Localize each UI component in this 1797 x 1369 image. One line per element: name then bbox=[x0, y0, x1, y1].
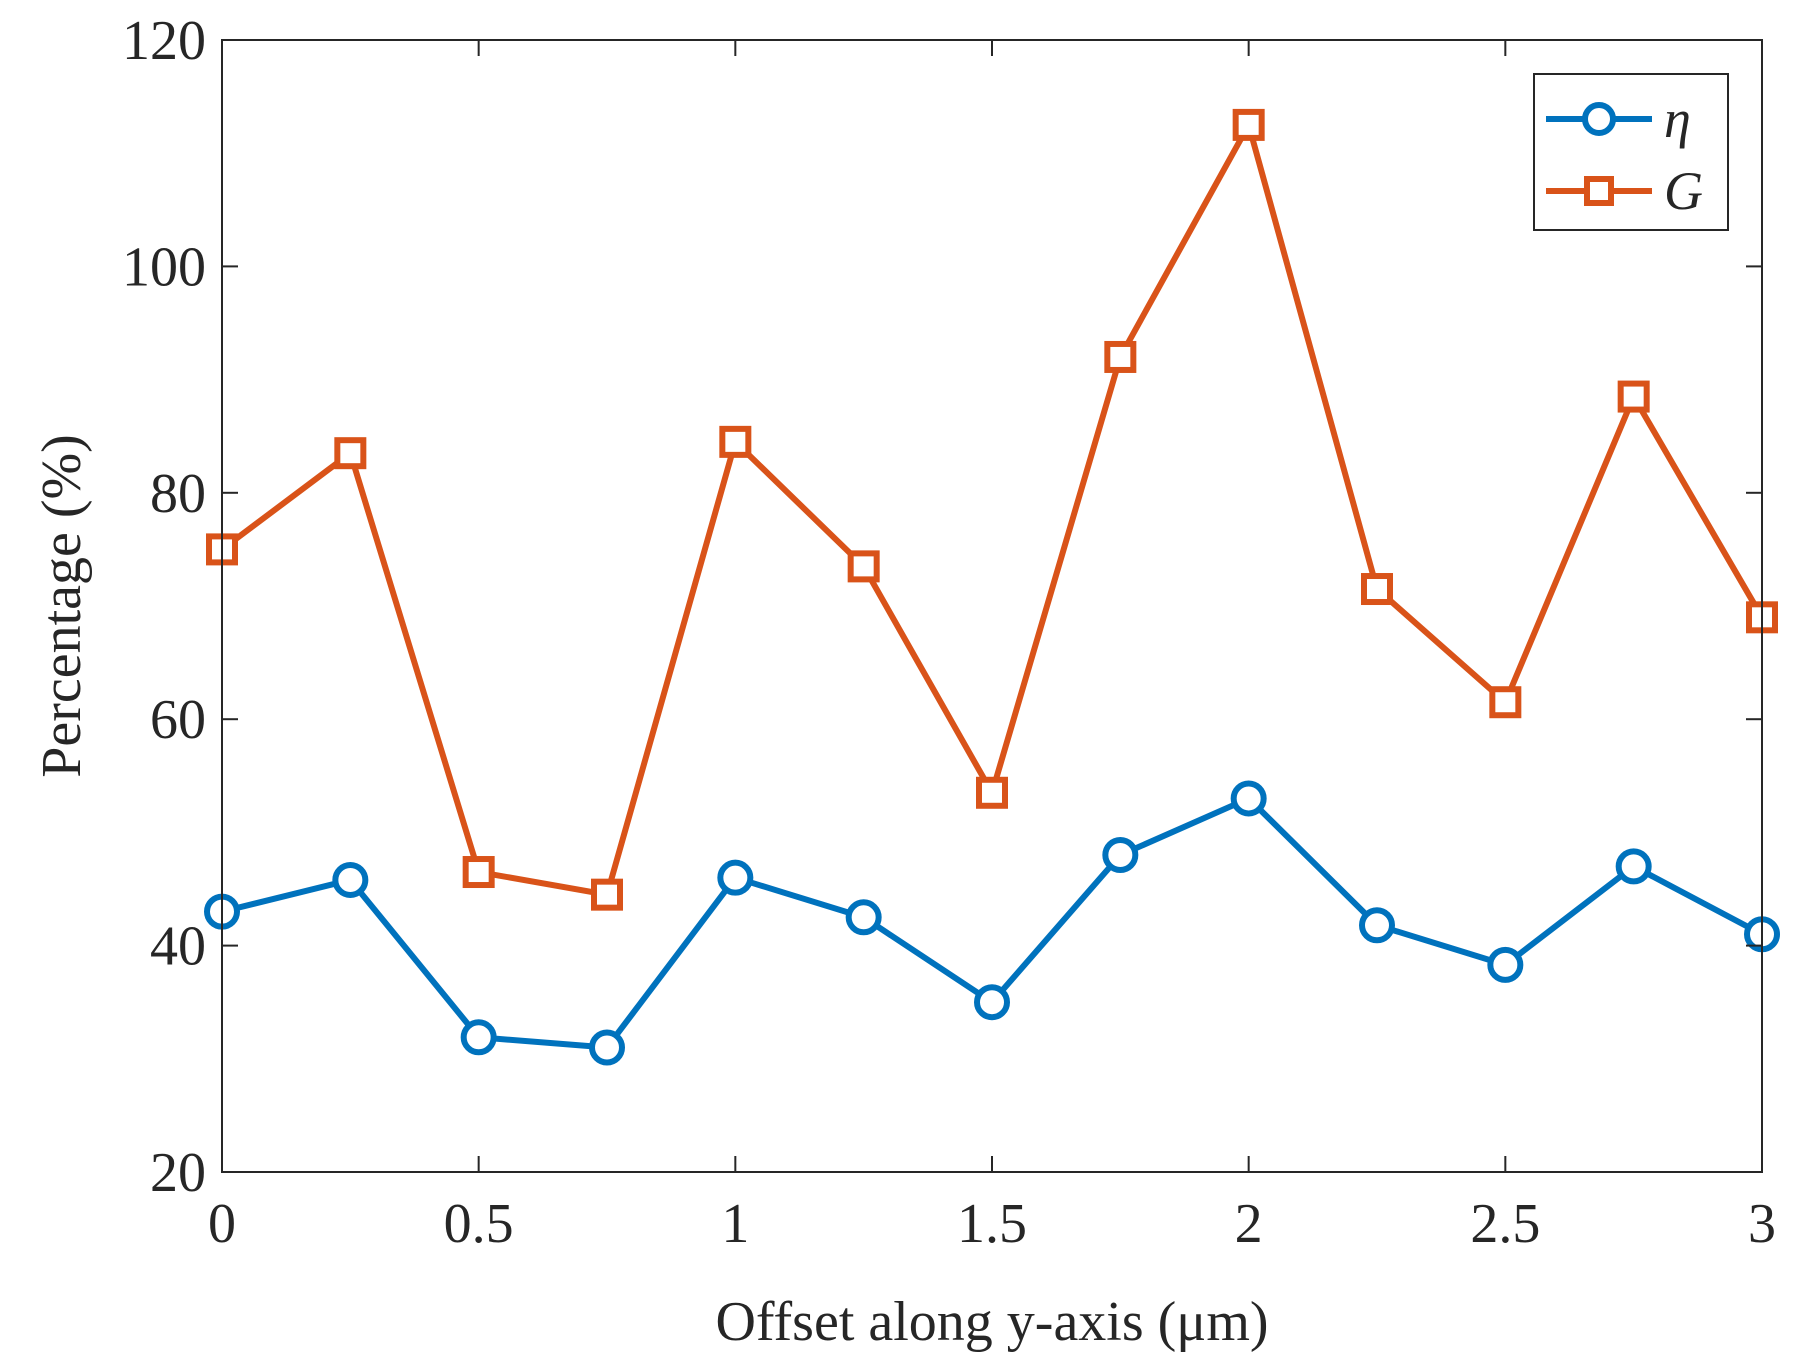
data-point-eta bbox=[1615, 848, 1652, 885]
data-point-eta bbox=[460, 1019, 497, 1056]
data-point-eta bbox=[845, 899, 882, 936]
legend-marker-circle bbox=[1582, 102, 1616, 136]
data-point-eta bbox=[1230, 780, 1267, 817]
y-tick-label: 100 bbox=[122, 236, 206, 298]
legend-box bbox=[1533, 73, 1729, 231]
y-tick-label: 120 bbox=[122, 10, 206, 72]
legend: ηG bbox=[1533, 73, 1729, 231]
legend-marker-square bbox=[1584, 176, 1614, 206]
data-point-g bbox=[1617, 380, 1650, 413]
y-tick-label: 40 bbox=[150, 916, 206, 978]
x-tick-label: 1.5 bbox=[957, 1193, 1027, 1255]
y-tick-label: 60 bbox=[150, 689, 206, 751]
y-tick-label: 20 bbox=[150, 1142, 206, 1204]
x-tick-label: 2.5 bbox=[1470, 1193, 1540, 1255]
data-point-g bbox=[847, 550, 880, 583]
plot-area bbox=[204, 108, 1780, 1066]
legend-label: G bbox=[1664, 161, 1703, 221]
x-tick-label: 0.5 bbox=[444, 1193, 514, 1255]
data-point-g bbox=[976, 776, 1008, 809]
y-tick-label: 80 bbox=[150, 463, 206, 525]
data-point-eta bbox=[1487, 946, 1524, 983]
data-point-g bbox=[1232, 108, 1265, 141]
x-axis-title: Offset along y-axis (μm) bbox=[715, 1291, 1268, 1353]
data-point-g bbox=[462, 856, 495, 889]
axes: 0 0.5 1 1.5 2 2.5 3 20 40 60 80 100 120 Offset along … bbox=[31, 10, 1776, 1353]
data-point-eta bbox=[1359, 907, 1395, 944]
data-point-g bbox=[334, 437, 367, 470]
data-point-eta bbox=[717, 859, 754, 896]
data-point-g bbox=[719, 425, 752, 458]
legend-label: η bbox=[1664, 89, 1691, 149]
data-point-eta bbox=[974, 984, 1010, 1021]
data-point-eta bbox=[589, 1029, 625, 1066]
x-tick-label: 0 bbox=[208, 1193, 236, 1255]
data-point-g bbox=[1361, 573, 1393, 606]
data-point-eta bbox=[1102, 837, 1139, 874]
x-tick-label: 1 bbox=[721, 1193, 749, 1255]
y-axis-title: Percentage (%) bbox=[31, 434, 93, 778]
x-tick-label: 3 bbox=[1748, 1193, 1776, 1255]
data-point-eta bbox=[332, 861, 369, 898]
data-point-g bbox=[591, 878, 623, 911]
data-point-g bbox=[1104, 340, 1137, 373]
x-tick-label: 2 bbox=[1235, 1193, 1263, 1255]
data-point-g bbox=[1489, 686, 1522, 719]
